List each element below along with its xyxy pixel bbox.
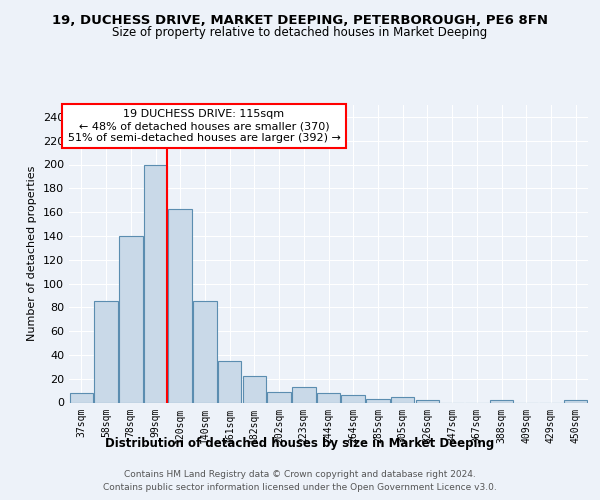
Bar	[242, 376, 266, 402]
Bar	[564, 400, 587, 402]
Bar	[391, 396, 415, 402]
Bar	[218, 361, 241, 403]
Bar	[70, 393, 93, 402]
Text: 19, DUCHESS DRIVE, MARKET DEEPING, PETERBOROUGH, PE6 8FN: 19, DUCHESS DRIVE, MARKET DEEPING, PETER…	[52, 14, 548, 27]
Bar	[292, 387, 316, 402]
Bar	[317, 393, 340, 402]
Text: 19 DUCHESS DRIVE: 115sqm
← 48% of detached houses are smaller (370)
51% of semi-: 19 DUCHESS DRIVE: 115sqm ← 48% of detach…	[68, 110, 340, 142]
Bar	[416, 400, 439, 402]
Bar	[490, 400, 513, 402]
Text: Contains HM Land Registry data © Crown copyright and database right 2024.: Contains HM Land Registry data © Crown c…	[124, 470, 476, 479]
Bar	[94, 302, 118, 402]
Bar	[169, 208, 192, 402]
Bar	[341, 396, 365, 402]
Y-axis label: Number of detached properties: Number of detached properties	[28, 166, 37, 342]
Bar	[366, 399, 389, 402]
Bar	[119, 236, 143, 402]
Bar	[144, 164, 167, 402]
Text: Distribution of detached houses by size in Market Deeping: Distribution of detached houses by size …	[106, 438, 494, 450]
Bar	[268, 392, 291, 402]
Bar	[193, 302, 217, 402]
Text: Size of property relative to detached houses in Market Deeping: Size of property relative to detached ho…	[112, 26, 488, 39]
Text: Contains public sector information licensed under the Open Government Licence v3: Contains public sector information licen…	[103, 482, 497, 492]
